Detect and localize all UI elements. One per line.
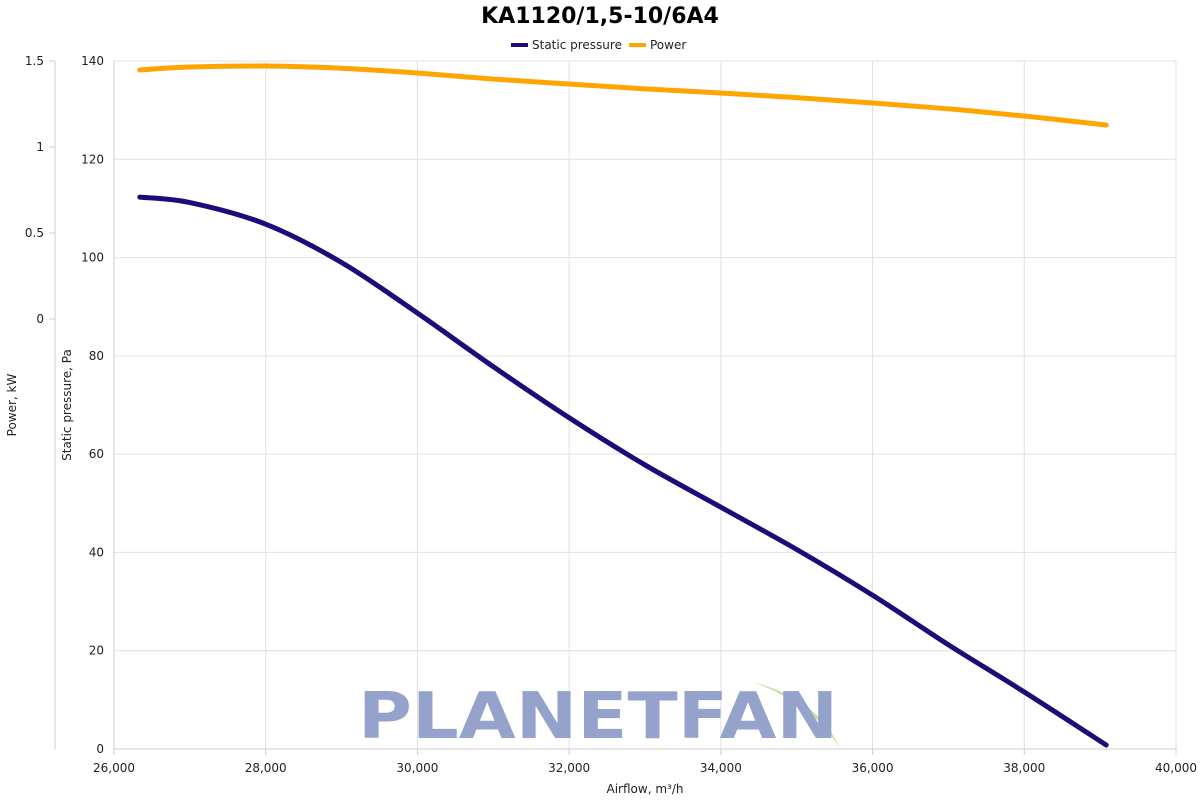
y2-tick-label: 1 <box>36 140 44 154</box>
y-tick-label: 20 <box>89 644 104 658</box>
y-tick-label: 120 <box>81 152 104 166</box>
y-tick-label: 60 <box>89 447 104 461</box>
legend-swatch-static-pressure <box>511 43 528 47</box>
legend: Static pressure Power <box>511 38 686 52</box>
y2-tick-label: 1.5 <box>25 54 44 68</box>
legend-item-power[interactable]: Power <box>629 38 686 52</box>
y-tick-label: 80 <box>89 349 104 363</box>
x-tick-label: 26,000 <box>93 761 135 775</box>
legend-item-static-pressure[interactable]: Static pressure <box>511 38 622 52</box>
y-axis-label: Static pressure, Pa <box>60 349 74 461</box>
legend-label-static-pressure: Static pressure <box>532 38 622 52</box>
x-tick-label: 38,000 <box>1003 761 1045 775</box>
y2-tick-label: 0 <box>36 312 44 326</box>
y-tick-label: 0 <box>96 742 104 756</box>
x-tick-label: 28,000 <box>245 761 287 775</box>
grid <box>113 60 1177 750</box>
x-tick-label: 34,000 <box>700 761 742 775</box>
y2-axis-label: Power, kW <box>5 374 19 437</box>
series-line-static-pressure <box>137 194 1109 748</box>
x-tick-label: 40,000 <box>1155 761 1197 775</box>
series-layer <box>137 63 1109 748</box>
x-tick-label: 36,000 <box>852 761 894 775</box>
series-line-power <box>137 63 1109 128</box>
y-tick-label: 40 <box>89 545 104 559</box>
y-tick-label: 140 <box>81 54 104 68</box>
planetfan-logo-watermark: PLANETFAN <box>358 680 840 754</box>
logo-text: PLANETFAN <box>358 680 838 754</box>
x-tick-label: 32,000 <box>548 761 590 775</box>
chart-title: KA1120/1,5-10/6A4 <box>481 4 719 29</box>
legend-swatch-power <box>629 43 646 47</box>
x-axis-label: Airflow, m³/h <box>607 782 684 796</box>
x-tick-label: 30,000 <box>396 761 438 775</box>
y2-tick-label: 0.5 <box>25 226 44 240</box>
legend-label-power: Power <box>650 38 686 52</box>
y-tick-label: 100 <box>81 251 104 265</box>
axes: 26,000 28,000 30,000 32,000 34,000 36,000 38,0… <box>25 54 1197 775</box>
